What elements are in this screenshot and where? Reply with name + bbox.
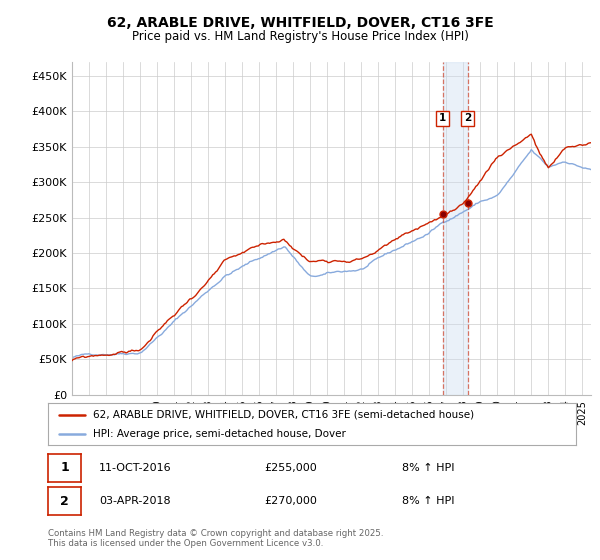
Text: 1: 1 [60,461,69,474]
Text: HPI: Average price, semi-detached house, Dover: HPI: Average price, semi-detached house,… [93,429,346,439]
Text: 11-OCT-2016: 11-OCT-2016 [99,463,172,473]
Text: 62, ARABLE DRIVE, WHITFIELD, DOVER, CT16 3FE: 62, ARABLE DRIVE, WHITFIELD, DOVER, CT16… [107,16,493,30]
Text: Contains HM Land Registry data © Crown copyright and database right 2025.
This d: Contains HM Land Registry data © Crown c… [48,529,383,548]
Text: Price paid vs. HM Land Registry's House Price Index (HPI): Price paid vs. HM Land Registry's House … [131,30,469,43]
Text: 2: 2 [60,494,69,508]
Text: 2: 2 [464,113,471,123]
Text: 03-APR-2018: 03-APR-2018 [99,496,170,506]
Text: 8% ↑ HPI: 8% ↑ HPI [402,463,455,473]
Text: 62, ARABLE DRIVE, WHITFIELD, DOVER, CT16 3FE (semi-detached house): 62, ARABLE DRIVE, WHITFIELD, DOVER, CT16… [93,409,474,419]
Text: £255,000: £255,000 [264,463,317,473]
Bar [443,62,467,395]
Text: 1: 1 [439,113,446,123]
Text: 8% ↑ HPI: 8% ↑ HPI [402,496,455,506]
Text: £270,000: £270,000 [264,496,317,506]
